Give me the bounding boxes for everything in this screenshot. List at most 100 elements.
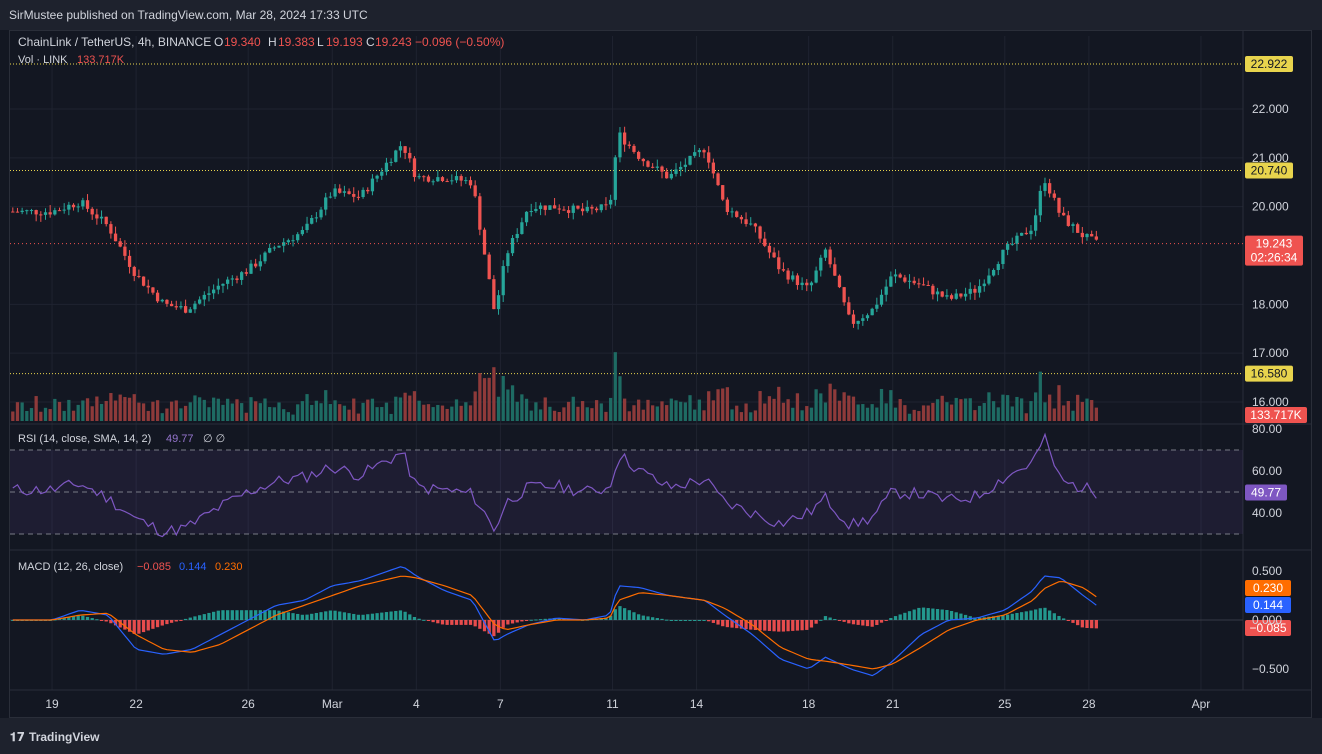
candle-body — [847, 302, 851, 315]
tradingview-brand[interactable]: 𝟏𝟳 TradingView — [10, 730, 100, 745]
volume-bar — [183, 405, 188, 421]
volume-bar — [529, 410, 533, 421]
volume-bar — [118, 394, 122, 421]
candle-body — [445, 181, 449, 183]
volume-bar — [380, 407, 384, 421]
volume-bar — [739, 412, 744, 421]
macd-hist-badge-label: −0.085 — [1249, 621, 1286, 635]
volume-bar — [1062, 405, 1066, 421]
candle-body — [1043, 183, 1047, 191]
volume-bar — [244, 412, 248, 421]
macd-hist-bar — [1048, 610, 1052, 620]
macd-hist-bar — [749, 620, 753, 630]
volume-bar — [921, 405, 926, 421]
candle-body — [921, 284, 926, 286]
candle-body — [179, 306, 183, 308]
volume-bar — [454, 399, 459, 421]
candle-body — [893, 274, 898, 277]
candle-body — [576, 205, 580, 209]
candle-body — [515, 233, 519, 239]
macd-hist-bar — [823, 616, 828, 620]
volume-bar — [436, 404, 440, 421]
candle-body — [1062, 212, 1066, 216]
macd-legend-hist: −0.085 — [137, 561, 171, 573]
volume-bar — [160, 413, 164, 421]
candle-body — [749, 223, 753, 225]
volume-bar — [917, 411, 921, 421]
candle-body — [62, 209, 66, 211]
volume-bar — [987, 392, 991, 421]
macd-hist-bar — [1094, 620, 1098, 629]
macd-hist-bar — [828, 617, 832, 620]
macd-hist-bar — [342, 612, 347, 620]
macd-hist-bar — [744, 620, 748, 630]
rsi-legend-label: RSI (14, close, SMA, 14, 2) — [18, 433, 151, 445]
macd-hist-bar — [515, 620, 519, 623]
volume-bar — [76, 404, 80, 421]
volume-bar — [39, 411, 43, 421]
volume-bar — [889, 390, 893, 421]
volume-bar — [707, 391, 711, 421]
candle-body — [408, 152, 412, 159]
macd-hist-bar — [366, 614, 370, 620]
macd-hist-bar — [412, 616, 417, 620]
volume-bar — [604, 411, 608, 421]
volume-bar — [482, 378, 487, 421]
macd-hist-bar — [272, 610, 276, 620]
grid-lines — [10, 31, 1312, 691]
volume-bar — [781, 402, 786, 421]
macd-hist-bar — [753, 620, 758, 630]
publisher-text: SirMustee published on TradingView.com, … — [9, 8, 368, 22]
volume-bar — [1080, 401, 1084, 421]
candle-body — [1010, 243, 1014, 245]
price-tick-label: 21.000 — [1252, 151, 1289, 165]
macd-hist-bar — [786, 620, 790, 632]
macd-hist-bar — [608, 615, 613, 620]
volume-bar — [342, 405, 347, 421]
volume-bar — [552, 410, 557, 421]
macd-hist-bar — [57, 618, 62, 620]
candle-body — [57, 210, 62, 212]
macd-hist-bar — [926, 608, 930, 620]
volume-bar — [646, 399, 650, 421]
volume-bar — [412, 391, 417, 421]
candle-body — [977, 286, 982, 293]
volume-bar — [408, 395, 412, 421]
macd-hist-bar — [791, 620, 795, 631]
volume-bar — [856, 404, 860, 421]
candle-body — [193, 303, 197, 310]
candle-body — [851, 314, 856, 324]
volume-bar — [43, 407, 48, 421]
volume-bar — [179, 408, 183, 421]
macd-hist-bar — [389, 611, 393, 620]
macd-hist-bar — [702, 620, 706, 621]
volume-bar — [851, 396, 856, 421]
volume-bar — [226, 398, 230, 421]
macd-hist-bar — [907, 611, 912, 620]
macd-hist-bar — [151, 620, 155, 629]
volume-bar — [903, 405, 907, 421]
tradingview-brand-label: TradingView — [29, 730, 100, 744]
candle-body — [403, 146, 407, 153]
macd-hist-bar — [1085, 620, 1089, 628]
macd-hist-bar — [338, 611, 342, 620]
macd-hist-bar — [711, 620, 716, 623]
volume-bar — [324, 390, 328, 421]
volume-bar — [847, 395, 851, 421]
volume-bar — [282, 409, 286, 421]
candle-body — [459, 176, 463, 181]
volume-bar — [426, 404, 431, 421]
candle-body — [580, 208, 585, 212]
volume-bar — [1029, 401, 1033, 421]
candle-body — [216, 285, 220, 290]
volume-bar — [356, 413, 361, 421]
volume-bar — [973, 410, 977, 421]
candle-body — [786, 270, 790, 280]
macd-hist-bar — [254, 610, 258, 620]
candle-body — [1001, 249, 1005, 265]
candle-body — [268, 247, 272, 253]
candle-body — [1024, 232, 1028, 235]
macd-hist-bar — [627, 610, 631, 620]
macd-hist-bar — [71, 616, 76, 620]
